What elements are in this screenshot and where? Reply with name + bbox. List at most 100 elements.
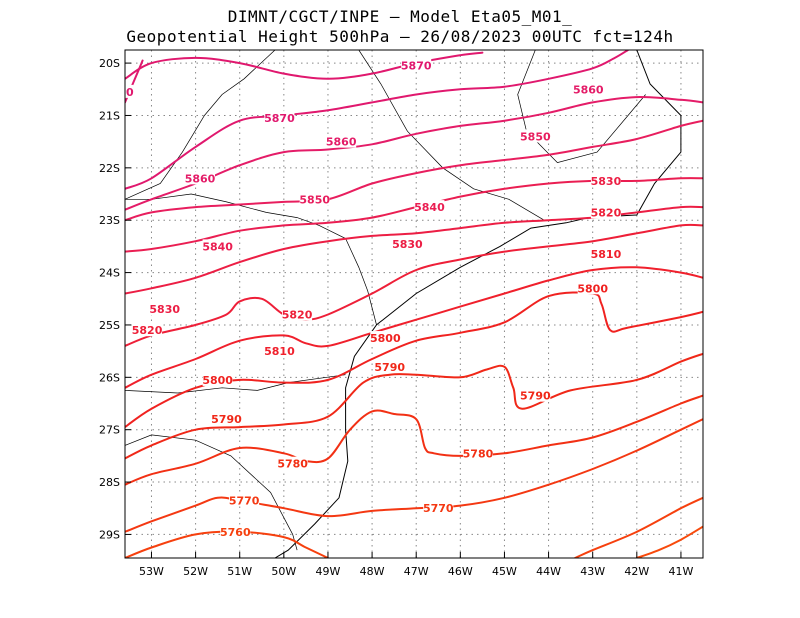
contour-label-bg [392,236,423,250]
y-tick-label: 20S [99,57,120,70]
contour-label-bg [590,205,621,219]
contour-label-5850: 5850 [299,193,330,206]
contour-label-5810: 5810 [591,248,622,261]
x-tick-label: 44W [536,565,561,578]
state-border [125,193,377,325]
x-tick-label: 51W [227,565,252,578]
contour-label-5770: 5770 [229,494,260,507]
y-tick-label: 26S [99,371,120,384]
y-axis: 20S 21S 22S 23S 24S 25S 26S 27S 28S 29S [99,57,131,541]
contour-label-5790: 5790 [520,390,551,403]
contour-label-5820: 5820 [591,206,622,219]
contour-label-bg [462,446,493,460]
x-tick-label: 50W [271,565,296,578]
contour-label-bg [277,456,308,470]
contour-label-5880: 5880 [103,86,134,99]
contour-label-5830: 5830 [392,238,423,251]
contour-label-layer: 5870 5870 5860 5860 5860 5850 5850 5840 5840 5830… [103,58,622,539]
title-line-1: DIMNT/CGCT/INPE – Model Eta05_M01_ [227,7,573,26]
contour-label-5790: 5790 [211,413,242,426]
contour-5830 [125,205,703,295]
contour-label-bg [185,171,216,185]
contour-5870 [125,51,484,80]
y-tick-label: 22S [99,162,120,175]
x-tick-label: 49W [316,565,341,578]
y-tick-label: 21S [99,109,120,122]
map-background [125,50,703,558]
y-tick-label: 27S [99,424,120,437]
x-tick-label: 48W [360,565,385,578]
contour-label-5800: 5800 [202,374,233,387]
contour-label-bg [132,323,163,337]
state-border [125,50,276,200]
x-axis: 53W 52W 51W 50W 49W 48W 47W 46W 45W 44W 43W 42W 41W [139,552,693,578]
contour-label-5840: 5840 [414,201,445,214]
x-tick-label: 46W [448,565,473,578]
contour-label-bg [264,111,295,125]
contour-label-bg [282,307,313,321]
contour-5780 [125,394,703,486]
contour-5750 [635,525,703,558]
contour-label-5810: 5810 [264,345,295,358]
x-tick-label: 53W [139,565,164,578]
contour-label-bg [374,359,405,373]
contour-label-bg [220,524,251,538]
contour-label-5860: 5860 [326,136,357,149]
contour-5790 [125,352,703,460]
contour-label-bg [520,129,551,143]
contour-label-5770: 5770 [423,502,454,515]
x-tick-label: 52W [183,565,208,578]
contour-label-bg [149,302,180,316]
contour-label-bg [125,84,134,98]
contour-label-5830: 5830 [591,175,622,188]
state-border [517,50,646,163]
x-tick-label: 47W [404,565,429,578]
contour-label-bg [326,134,357,148]
y-tick-label: 24S [99,267,120,280]
y-tick-label: 28S [99,476,120,489]
x-tick-label: 43W [580,565,605,578]
contour-label-bg [299,192,330,206]
contour-label-5790: 5790 [374,361,405,374]
contour-label-bg [202,239,233,253]
contour-5870 [125,50,629,190]
contour-label-bg [414,200,445,214]
contour-label-5860: 5860 [573,83,604,96]
contour-label-bg [202,372,233,386]
contour-5810 [125,266,703,389]
title-line-2: Geopotential Height 500hPa – 26/08/2023 … [126,27,674,46]
contour-label-5850: 5850 [520,130,551,143]
contour-label-5830: 5830 [149,303,180,316]
contour-5770 [125,418,703,533]
contour-label-5840: 5840 [202,240,233,253]
contour-label-5800: 5800 [370,332,401,345]
contour-label-5760: 5760 [220,526,251,539]
coastline-layer [125,50,682,558]
y-tick-label: 23S [99,214,120,227]
contour-label-bg [401,58,432,72]
x-tick-label: 41W [669,565,694,578]
y-tick-label: 29S [99,528,120,541]
contour-label-5780: 5780 [463,447,494,460]
plot-frame [124,49,704,559]
contour-label-bg [590,173,621,187]
contour-label-5780: 5780 [277,458,308,471]
contour-label-bg [370,331,401,345]
state-border [125,374,346,394]
contour-label-bg [590,247,621,261]
contour-label-bg [229,493,260,507]
contour-5760 [574,496,703,558]
contour-label-bg [423,501,454,515]
contour-label-bg [264,344,295,358]
contour-label-bg [577,281,608,295]
coastline [274,50,682,558]
contour-label-5820: 5820 [132,324,163,337]
contour-label-bg [211,412,242,426]
contour-label-bg [520,388,551,402]
contour-label-5870: 5870 [401,60,432,73]
state-border [125,434,298,551]
x-tick-label: 42W [624,565,649,578]
contour-label-5820: 5820 [282,308,313,321]
x-tick-label: 45W [492,565,517,578]
